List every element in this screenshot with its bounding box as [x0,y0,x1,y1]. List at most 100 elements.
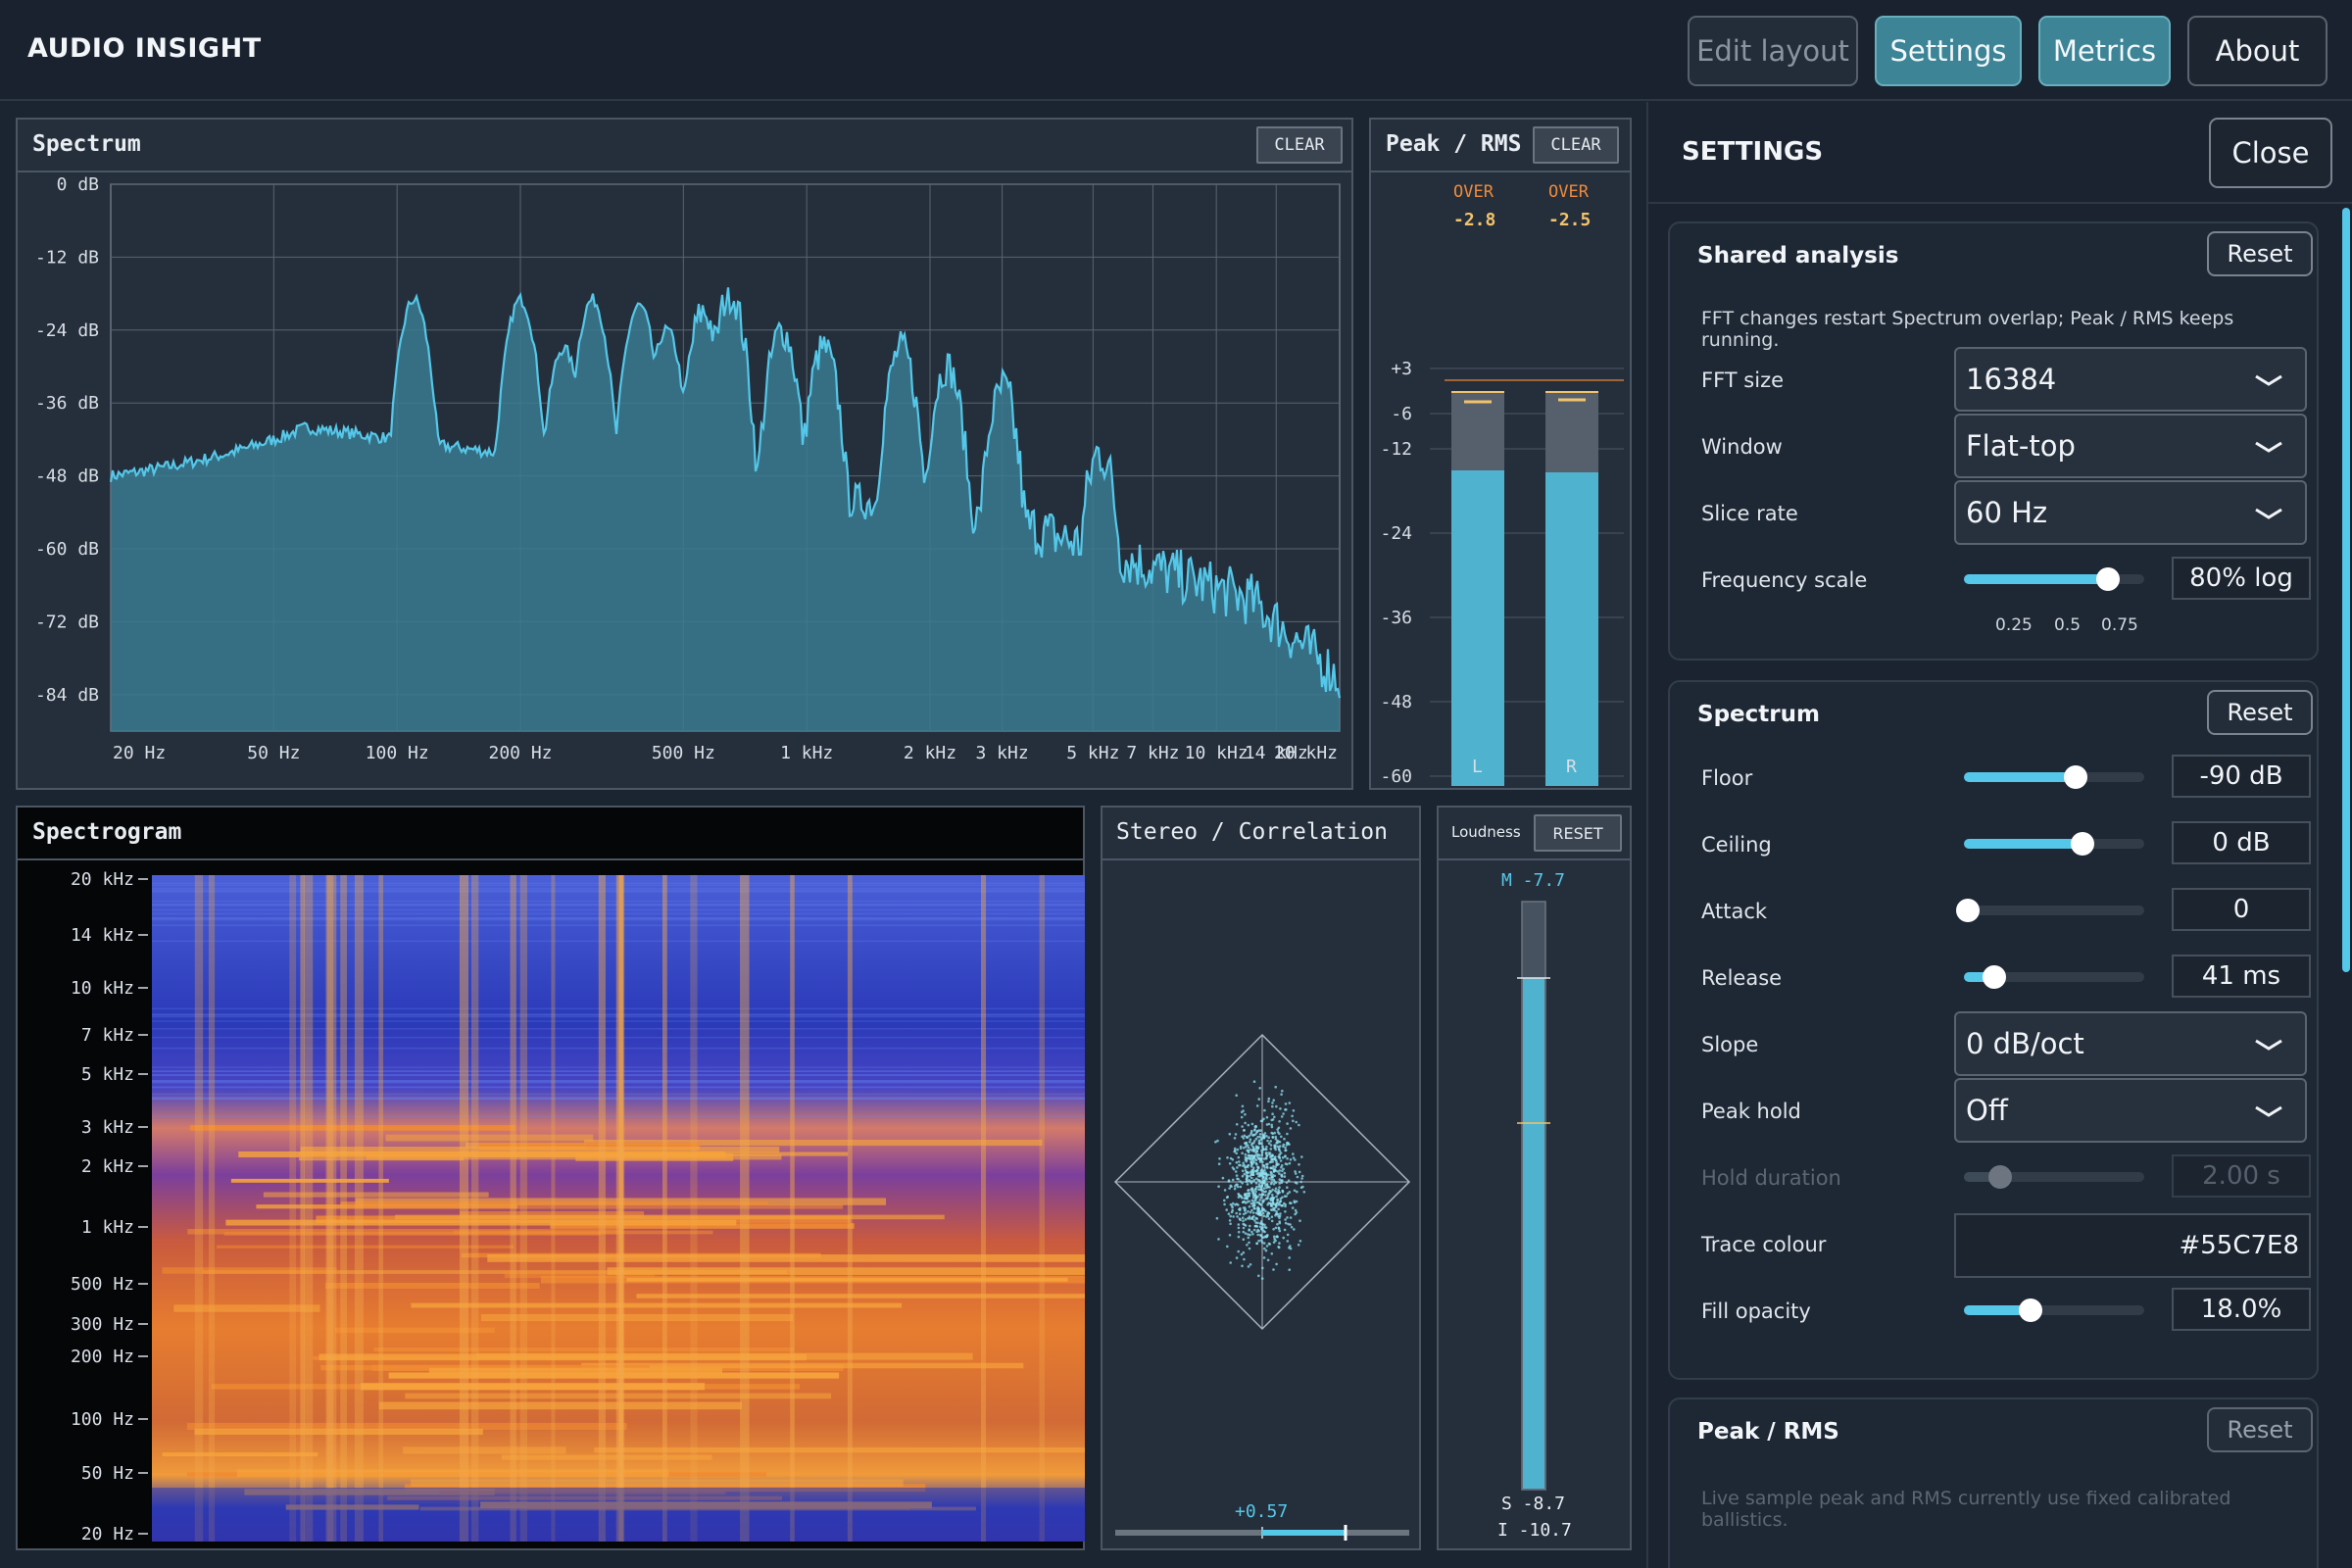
divider [1439,858,1632,860]
window-value: Flat-top [1966,429,2076,463]
peak-hold-select[interactable]: Off [1954,1078,2307,1143]
peak-rms-scale-tick: -12 [1380,439,1412,460]
spectrum-y-tick: -72 dB [35,612,99,632]
left-over-label: OVER [1453,182,1494,202]
ceiling-slider[interactable] [1964,832,2144,856]
frequency-scale-value[interactable]: 80% log [2172,557,2311,600]
loudness-panel: Loudness RESET M -7.7 S -8.7 I -10.7 [1437,806,1632,1550]
slider-knob[interactable] [2019,1298,2043,1322]
spectrogram-freq-tick: 300 Hz [71,1314,134,1335]
spectrum-x-tick: 100 Hz [366,743,429,763]
hold-duration-slider [1964,1165,2144,1189]
peak-rms-scale-tick: -24 [1380,523,1412,544]
spectrogram-title: Spectrogram [32,819,182,845]
spectrogram-freq-tick: 14 kHz [71,925,134,946]
peak-rms-scale-tick: -60 [1380,766,1412,786]
spectrum-x-tick: 10 kHz [1185,743,1249,763]
slider-knob[interactable] [2096,567,2121,591]
settings-scrollbar[interactable] [2342,208,2350,972]
close-settings-button[interactable]: Close [2209,118,2332,188]
slope-select[interactable]: 0 dB/oct [1954,1011,2307,1076]
slider-knob[interactable] [2064,765,2088,789]
floor-label: Floor [1701,766,1753,790]
shared-analysis-section: Shared analysis Reset FFT changes restar… [1668,221,2319,661]
divider [1102,858,1421,860]
spectrum-x-tick: 14 kHz [1245,743,1308,763]
slider-knob [1987,1165,2012,1189]
right-channel-label: R [1566,757,1577,777]
spectrum-trace [109,287,1342,699]
trace-colour-input[interactable]: #55C7E8 [1954,1213,2311,1278]
spectrum-x-tick: 1 kHz [780,743,833,763]
spectrum-x-tick: 50 Hz [247,743,300,763]
trace-colour-label: Trace colour [1701,1233,1827,1256]
short-term-readout: S -8.7 [1501,1494,1566,1514]
ceiling-value[interactable]: 0 dB [2172,821,2311,864]
left-peak-value: -2.8 [1453,210,1496,230]
integrated-readout: I -10.7 [1497,1520,1572,1541]
fill-opacity-label: Fill opacity [1701,1299,1811,1323]
about-button[interactable]: About [2187,16,2328,86]
peak-rms-clear-button[interactable]: CLEAR [1533,126,1619,164]
peak-rms-settings-section: Peak / RMS Reset Live sample peak and RM… [1668,1397,2319,1568]
attack-value[interactable]: 0 [2172,888,2311,931]
hold-duration-value: 2.00 s [2172,1154,2311,1198]
settings-button[interactable]: Settings [1875,16,2022,86]
spectrum-y-tick: -48 dB [35,466,99,487]
spectrum-x-tick: 3 kHz [976,743,1029,763]
release-value[interactable]: 41 ms [2172,955,2311,998]
floor-value[interactable]: -90 dB [2172,755,2311,798]
fft-size-select[interactable]: 16384 [1954,347,2307,412]
hold-duration-label: Hold duration [1701,1166,1841,1190]
slider-knob[interactable] [2071,832,2095,856]
peak-rms-reset-button[interactable]: Reset [2207,1407,2313,1452]
spectrum-settings-section: Spectrum Reset Floor -90 dB Ceiling 0 dB… [1668,680,2319,1380]
spectrum-x-tick: 2 kHz [904,743,956,763]
frequency-scale-slider[interactable] [1964,567,2144,591]
peak-rms-note: Live sample peak and RMS currently use f… [1701,1488,2231,1531]
spectrogram-plot: 20 kHz 14 kHz 10 kHz 7 kHz 5 kHz 3 kHz 2 kHz 1 … [71,869,1085,1544]
spectrogram-freq-tick: 7 kHz [81,1025,134,1046]
spectrum-y-tick: 0 dB [57,174,99,195]
floor-slider[interactable] [1964,765,2144,789]
left-peak-region [1451,392,1504,470]
spectrogram-freq-tick: 20 kHz [71,869,134,890]
divider [1371,171,1632,172]
release-slider[interactable] [1964,965,2144,989]
spectrogram-freq-tick: 2 kHz [81,1156,134,1177]
chevron-down-icon [2255,441,2282,453]
spectrogram-panel: Spectrogram 20 kHz 14 kHz 10 kHz 7 kHz 5 kHz… [16,806,1085,1550]
right-peak-value: -2.5 [1548,210,1592,230]
spectrogram-freq-tick: 100 Hz [71,1409,134,1430]
fill-opacity-slider[interactable] [1964,1298,2144,1322]
fill-opacity-value[interactable]: 18.0% [2172,1288,2311,1331]
edit-layout-button[interactable]: Edit layout [1688,16,1858,86]
spectrogram-freq-tick: 1 kHz [81,1217,134,1238]
spectrum-reset-button[interactable]: Reset [2207,690,2313,735]
divider [18,171,1353,172]
chevron-down-icon [2255,1039,2282,1051]
fft-size-value: 16384 [1966,363,2057,396]
slice-rate-select[interactable]: 60 Hz [1954,480,2307,545]
metrics-button[interactable]: Metrics [2038,16,2171,86]
loudness-momentary-bar [1523,978,1544,1489]
attack-slider[interactable] [1955,899,2144,922]
slider-knob[interactable] [1983,965,2007,989]
spectrum-plot: 0 dB -12 dB -24 dB -36 dB -48 dB -60 dB -72 dB… [35,174,1342,763]
window-select[interactable]: Flat-top [1954,414,2307,478]
peak-rms-settings-title: Peak / RMS [1697,1419,1839,1445]
slider-knob[interactable] [1955,899,1980,922]
spectrogram-freq-tick: 500 Hz [71,1274,134,1295]
freq-scale-tick: 0.5 [2054,615,2082,635]
loudness-reset-button[interactable]: RESET [1534,814,1622,852]
attack-label: Attack [1701,900,1768,923]
freq-scale-tick: 0.25 [1995,615,2033,635]
left-rms-bar [1451,470,1504,786]
spectrum-x-tick: 7 kHz [1126,743,1179,763]
app-title: AUDIO INSIGHT [27,33,262,64]
spectrogram-freq-tick: 200 Hz [71,1347,134,1367]
shared-reset-button[interactable]: Reset [2207,231,2313,276]
spectrum-clear-button[interactable]: CLEAR [1256,126,1343,164]
spectrum-y-tick: -12 dB [35,247,99,268]
peak-rms-scale-tick: -48 [1380,692,1412,712]
